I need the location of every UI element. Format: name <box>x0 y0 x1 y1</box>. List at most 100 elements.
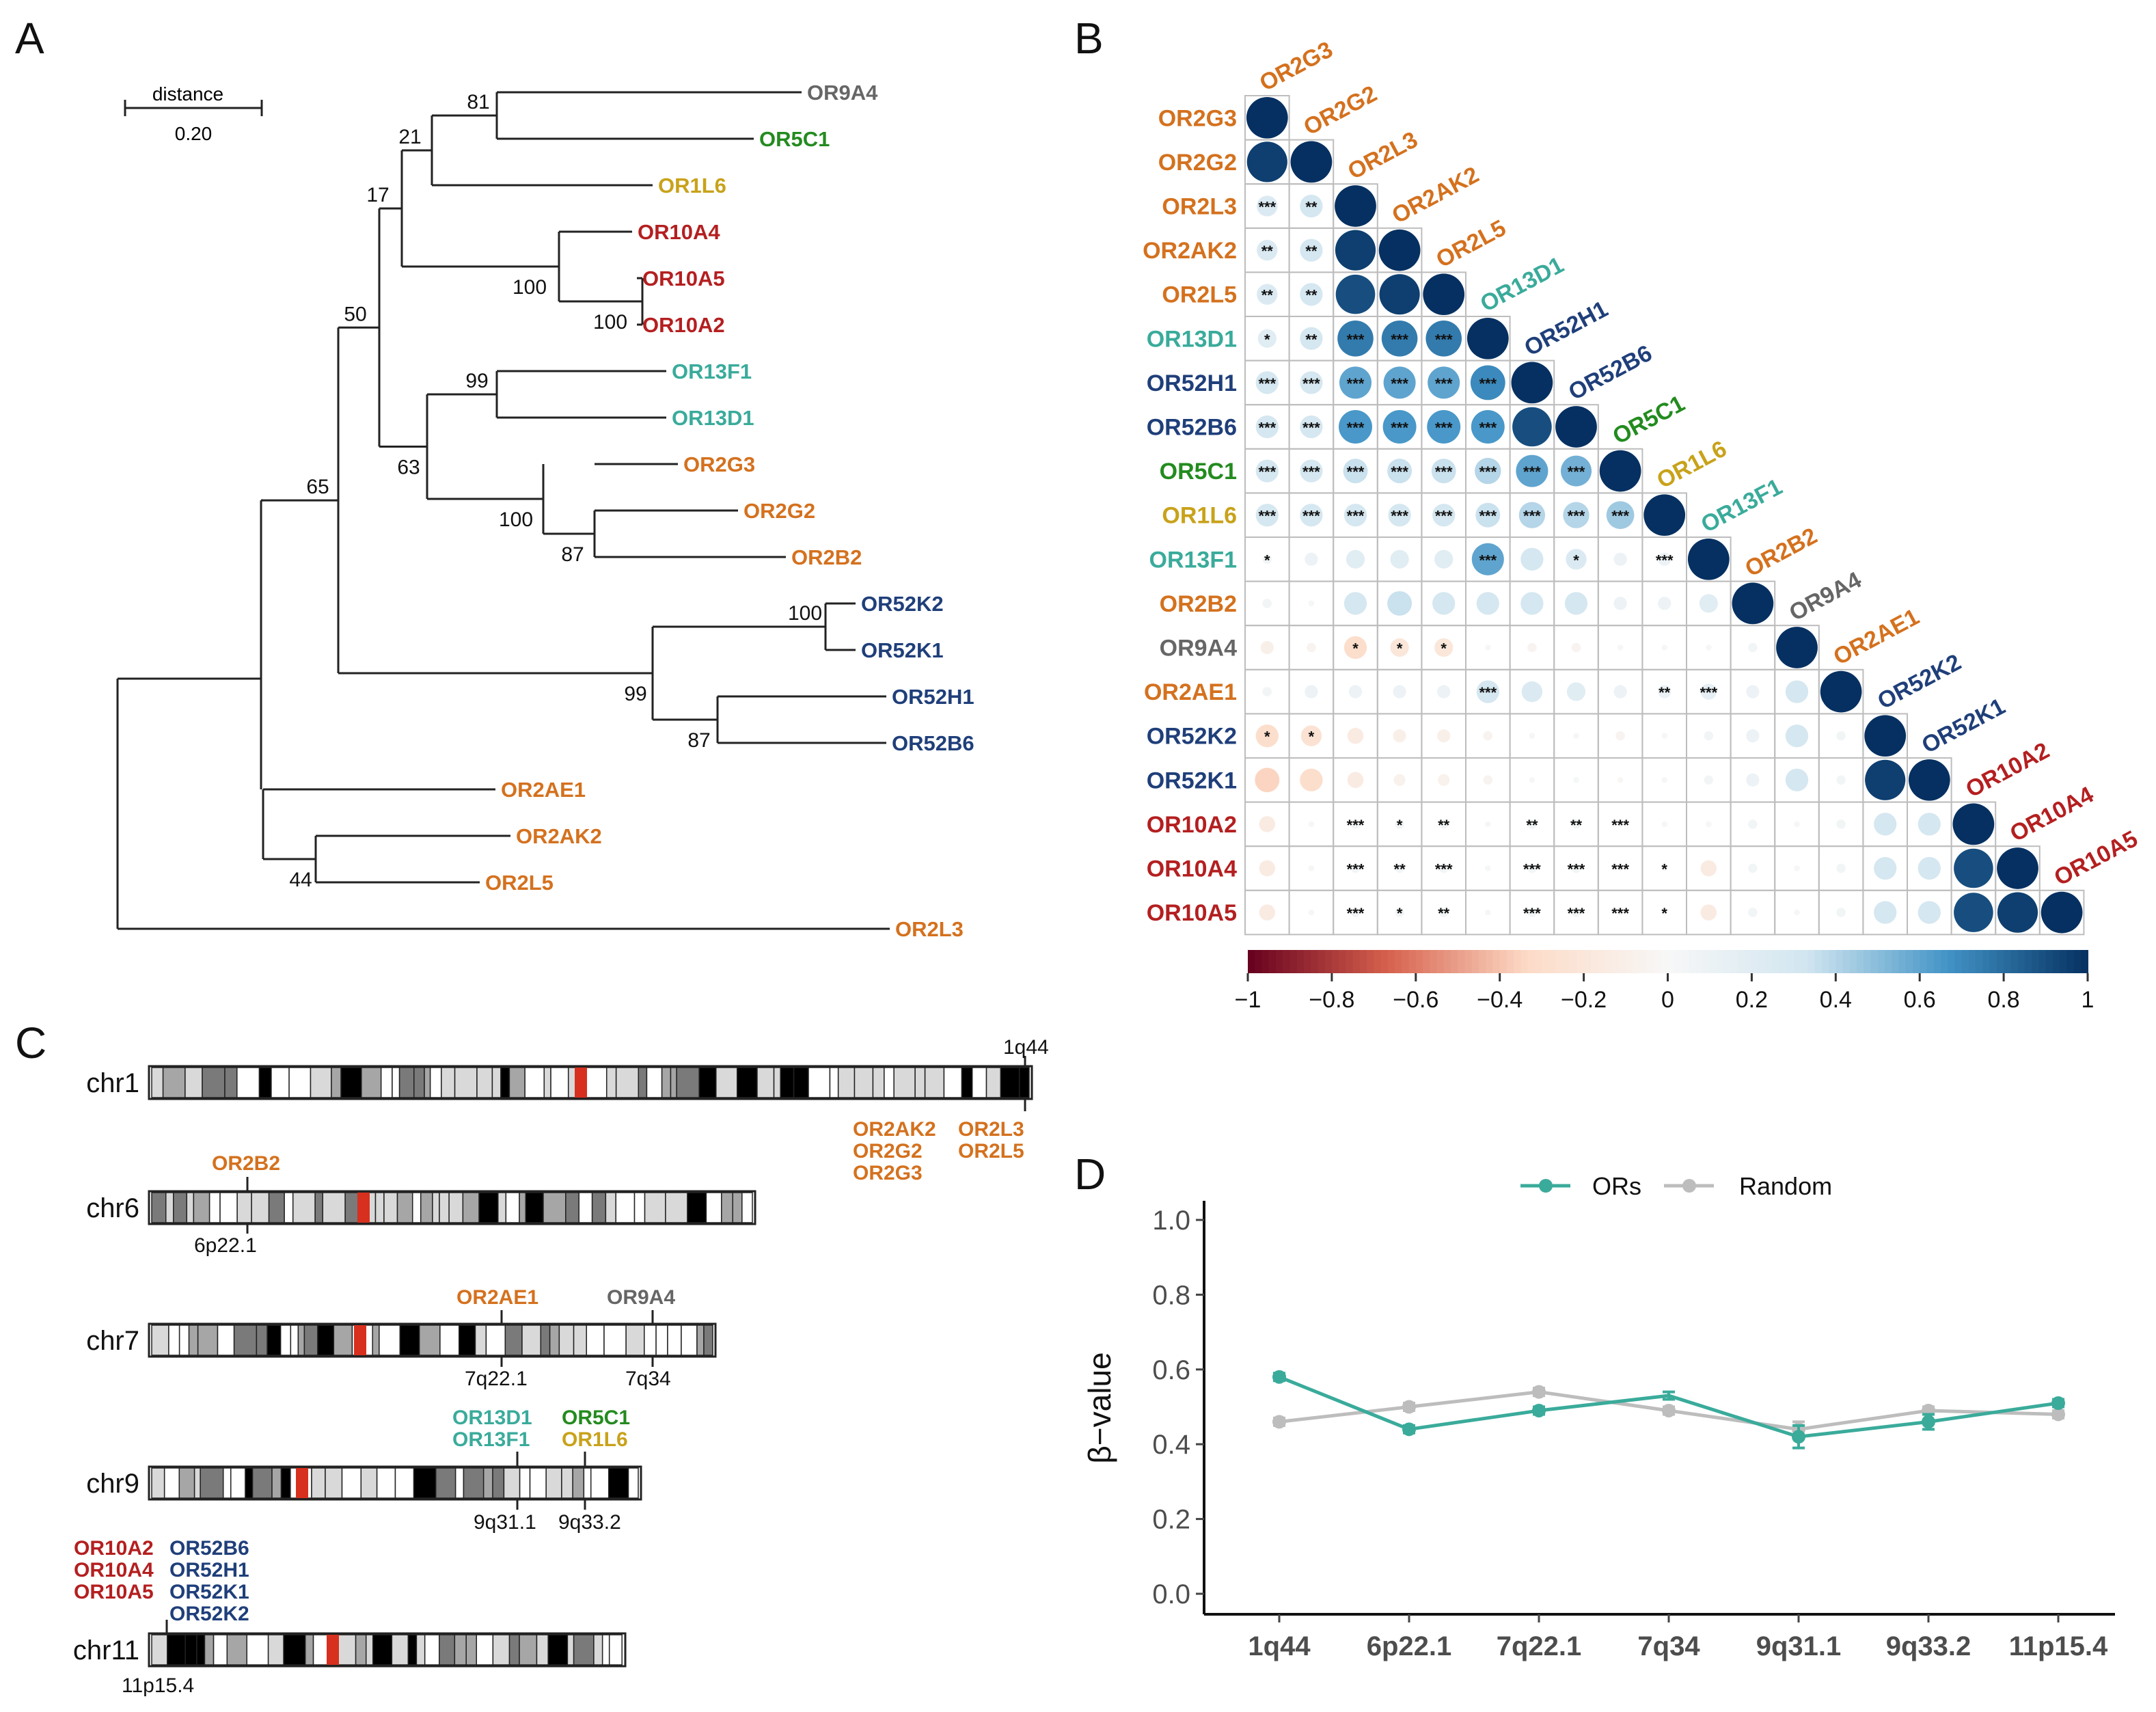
chromosome-band <box>943 1067 963 1098</box>
correlation-circle <box>1732 582 1774 625</box>
correlation-circle <box>1335 230 1376 271</box>
correlation-circle <box>1347 772 1364 789</box>
correlation-circle <box>1343 504 1367 527</box>
chromosome-band <box>696 1324 705 1356</box>
correlation-circle <box>1300 768 1323 791</box>
row-label: OR9A4 <box>1160 636 1237 662</box>
row-label: OR10A4 <box>1147 856 1237 882</box>
chromosome-band <box>773 1067 781 1098</box>
colorbar-segment <box>2073 950 2082 973</box>
chromosome-band <box>163 1467 180 1499</box>
colorbar-segment <box>1359 950 1368 973</box>
chromosome-band <box>376 1467 396 1499</box>
row-label: OR2B2 <box>1160 591 1237 617</box>
chromosome-band <box>454 1467 465 1499</box>
colorbar-segment <box>1864 950 1872 973</box>
colorbar-segment <box>1773 950 1781 973</box>
gene-label: OR2L3 <box>958 1118 1024 1141</box>
chromosome-band <box>698 1067 717 1098</box>
chromosome-band <box>608 1634 623 1666</box>
y-tick-label: 0.0 <box>1152 1579 1190 1609</box>
significance-mark: *** <box>1568 905 1585 922</box>
colorbar-segment <box>1492 950 1501 973</box>
chromosome-band <box>1000 1067 1020 1098</box>
chromosome-band <box>601 1634 610 1666</box>
significance-mark: *** <box>1347 463 1365 480</box>
correlation-circle <box>1300 239 1323 262</box>
significance-mark: *** <box>1347 508 1365 525</box>
chromosome-band <box>504 1324 523 1356</box>
significance-mark: * <box>1352 640 1359 657</box>
correlation-circle <box>1520 592 1544 615</box>
bootstrap-label: 50 <box>344 303 366 325</box>
correlation-circle <box>1343 592 1367 615</box>
correlation-circle <box>1836 908 1846 917</box>
chromosome-band <box>251 1192 270 1223</box>
chromosome-band <box>497 1192 507 1223</box>
leaf-label: OR2B2 <box>791 545 862 569</box>
chromosome-band <box>492 1634 510 1666</box>
significance-mark: *** <box>1258 420 1276 437</box>
colorbar-segment <box>2004 950 2012 973</box>
gene-label: OR2AK2 <box>853 1118 936 1141</box>
x-tick-label: 11p15.4 <box>2009 1631 2108 1661</box>
significance-mark: *** <box>1435 861 1453 878</box>
colorbar-segment <box>1961 950 1969 973</box>
correlation-circle <box>1571 819 1581 829</box>
row-label: OR2L5 <box>1162 282 1237 308</box>
correlation-circle <box>1748 819 1758 829</box>
chromosome-band <box>297 1324 305 1356</box>
correlation-circle <box>1300 725 1322 746</box>
leaf-label: OR10A4 <box>638 220 720 244</box>
colorbar-segment <box>1654 950 1662 973</box>
correlation-circle <box>1381 321 1418 357</box>
gene-label: OR13D1 <box>452 1407 532 1429</box>
panel-d-letter: D <box>1074 1150 1106 1199</box>
significance-mark: * <box>1661 861 1667 878</box>
chromosome-band <box>360 1467 378 1499</box>
correlation-circle <box>1475 457 1501 485</box>
correlation-circle <box>1434 549 1454 569</box>
correlation-circle <box>1566 682 1586 701</box>
chromosome-band <box>224 1067 238 1098</box>
gene-label: OR10A5 <box>74 1581 154 1603</box>
chromosome-band <box>567 1634 575 1666</box>
band-label: 7q22.1 <box>465 1368 528 1390</box>
correlation-circle <box>1470 365 1505 400</box>
chromosome-band <box>454 1067 478 1098</box>
correlation-circle <box>1485 644 1491 651</box>
correlation-circle <box>1613 685 1627 698</box>
chromosome-band <box>268 1192 285 1223</box>
chromosome-band <box>603 1324 627 1356</box>
colorbar-segment <box>1261 950 1270 973</box>
colorbar-segment <box>1920 950 1928 973</box>
colorbar-segment <box>1829 950 1837 973</box>
chromosome-band <box>256 1324 268 1356</box>
significance-mark: *** <box>1611 817 1629 834</box>
correlation-circle <box>1427 410 1461 444</box>
correlation-circle <box>1483 731 1493 741</box>
colorbar-segment <box>1443 950 1452 973</box>
colorbar-segment <box>1303 950 1312 973</box>
correlation-circle <box>1339 366 1372 399</box>
bootstrap-label: 17 <box>366 184 389 206</box>
correlation-circle <box>1952 803 1995 845</box>
correlation-circle <box>1571 863 1581 873</box>
bootstrap-label: 99 <box>624 683 646 705</box>
diagonal-label: OR5C1 <box>1609 390 1689 450</box>
chromosome-band <box>550 1067 569 1098</box>
significance-mark: * <box>1661 905 1667 922</box>
correlation-circle <box>1255 504 1279 527</box>
correlation-circle <box>1308 600 1315 607</box>
chromosome-band <box>884 1067 895 1098</box>
correlation-circle <box>1476 680 1499 703</box>
correlation-circle <box>1700 860 1717 877</box>
significance-mark: *** <box>1435 463 1453 480</box>
band-label: 1q44 <box>1003 1036 1049 1059</box>
colorbar-segment <box>1661 950 1669 973</box>
gene-label: OR2G2 <box>853 1140 923 1163</box>
correlation-circle <box>1425 321 1462 357</box>
correlation-circle <box>1428 366 1460 399</box>
chromosome-band <box>290 1324 299 1356</box>
